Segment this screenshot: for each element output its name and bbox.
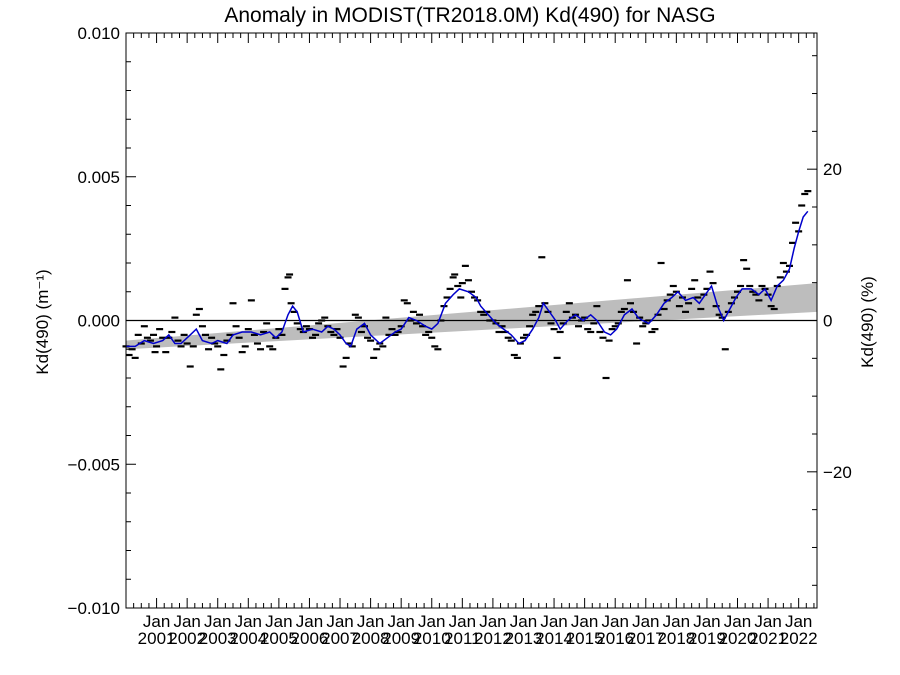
chart-title: Anomaly in MODIST(TR2018.0M) Kd(490) for… [224, 4, 715, 27]
x-tick-label-year: 2015 [566, 629, 604, 648]
x-tick-label-month: Jan [754, 612, 781, 631]
x-tick-label-month: Jan [326, 612, 353, 631]
x-tick-label-month: Jan [571, 612, 598, 631]
x-tick-label-month: Jan [235, 612, 262, 631]
x-tick-label-year: 2007 [321, 629, 359, 648]
y2-axis-label: Kd(490) (%) [858, 276, 877, 368]
x-tick-label-year: 2009 [382, 629, 420, 648]
x-tick-label-year: 2017 [627, 629, 665, 648]
x-tick-label-month: Jan [204, 612, 231, 631]
y2-tick-label: 0 [823, 312, 832, 331]
x-tick-label-month: Jan [265, 612, 292, 631]
x-tick-label-month: Jan [663, 612, 690, 631]
x-tick-label-year: 2006 [291, 629, 329, 648]
y-tick-label: 0.010 [77, 24, 120, 43]
x-tick-label-year: 2003 [199, 629, 237, 648]
y-tick-label: 0.000 [77, 312, 120, 331]
x-tick-label-month: Jan [296, 612, 323, 631]
x-tick-label-year: 2005 [260, 629, 298, 648]
trend-band [126, 283, 817, 350]
y-axis-label: Kd(490) (m⁻¹) [33, 269, 52, 374]
x-tick-label-year: 2016 [596, 629, 634, 648]
x-tick-label-month: Jan [693, 612, 720, 631]
x-tick-label-year: 2010 [413, 629, 451, 648]
x-tick-label-month: Jan [173, 612, 200, 631]
y-tick-label: −0.005 [68, 455, 120, 474]
x-tick-label-month: Jan [418, 612, 445, 631]
x-tick-label-month: Jan [724, 612, 751, 631]
x-tick-label-year: 2012 [474, 629, 512, 648]
x-tick-label-month: Jan [143, 612, 170, 631]
x-tick-label-year: 2008 [352, 629, 390, 648]
x-tick-label-month: Jan [449, 612, 476, 631]
y-tick-label: 0.005 [77, 168, 120, 187]
x-tick-label-month: Jan [510, 612, 537, 631]
x-tick-label-year: 2013 [505, 629, 543, 648]
x-tick-label-month: Jan [601, 612, 628, 631]
x-tick-label-year: 2002 [168, 629, 206, 648]
x-tick-label-month: Jan [632, 612, 659, 631]
y2-tick-label: 20 [823, 160, 842, 179]
x-tick-label-year: 2022 [780, 629, 818, 648]
x-tick-label-month: Jan [785, 612, 812, 631]
x-tick-label-year: 2018 [657, 629, 695, 648]
x-tick-label-month: Jan [540, 612, 567, 631]
x-tick-label-year: 2014 [535, 629, 573, 648]
y2-tick-label: −20 [823, 463, 852, 482]
plot-area: −0.010−0.0050.0000.0050.010−20020Jan2001… [68, 24, 852, 648]
x-tick-label-year: 2020 [719, 629, 757, 648]
x-tick-label-year: 2011 [444, 629, 481, 648]
x-tick-label-year: 2004 [229, 629, 267, 648]
smoothed-series-line [126, 210, 809, 348]
x-tick-label-month: Jan [387, 612, 414, 631]
x-tick-label-month: Jan [357, 612, 384, 631]
y-tick-label: −0.010 [68, 599, 120, 618]
x-tick-label-year: 2019 [688, 629, 726, 648]
x-tick-label-month: Jan [479, 612, 506, 631]
x-tick-label-year: 2001 [138, 629, 176, 648]
x-tick-label-year: 2021 [749, 629, 787, 648]
